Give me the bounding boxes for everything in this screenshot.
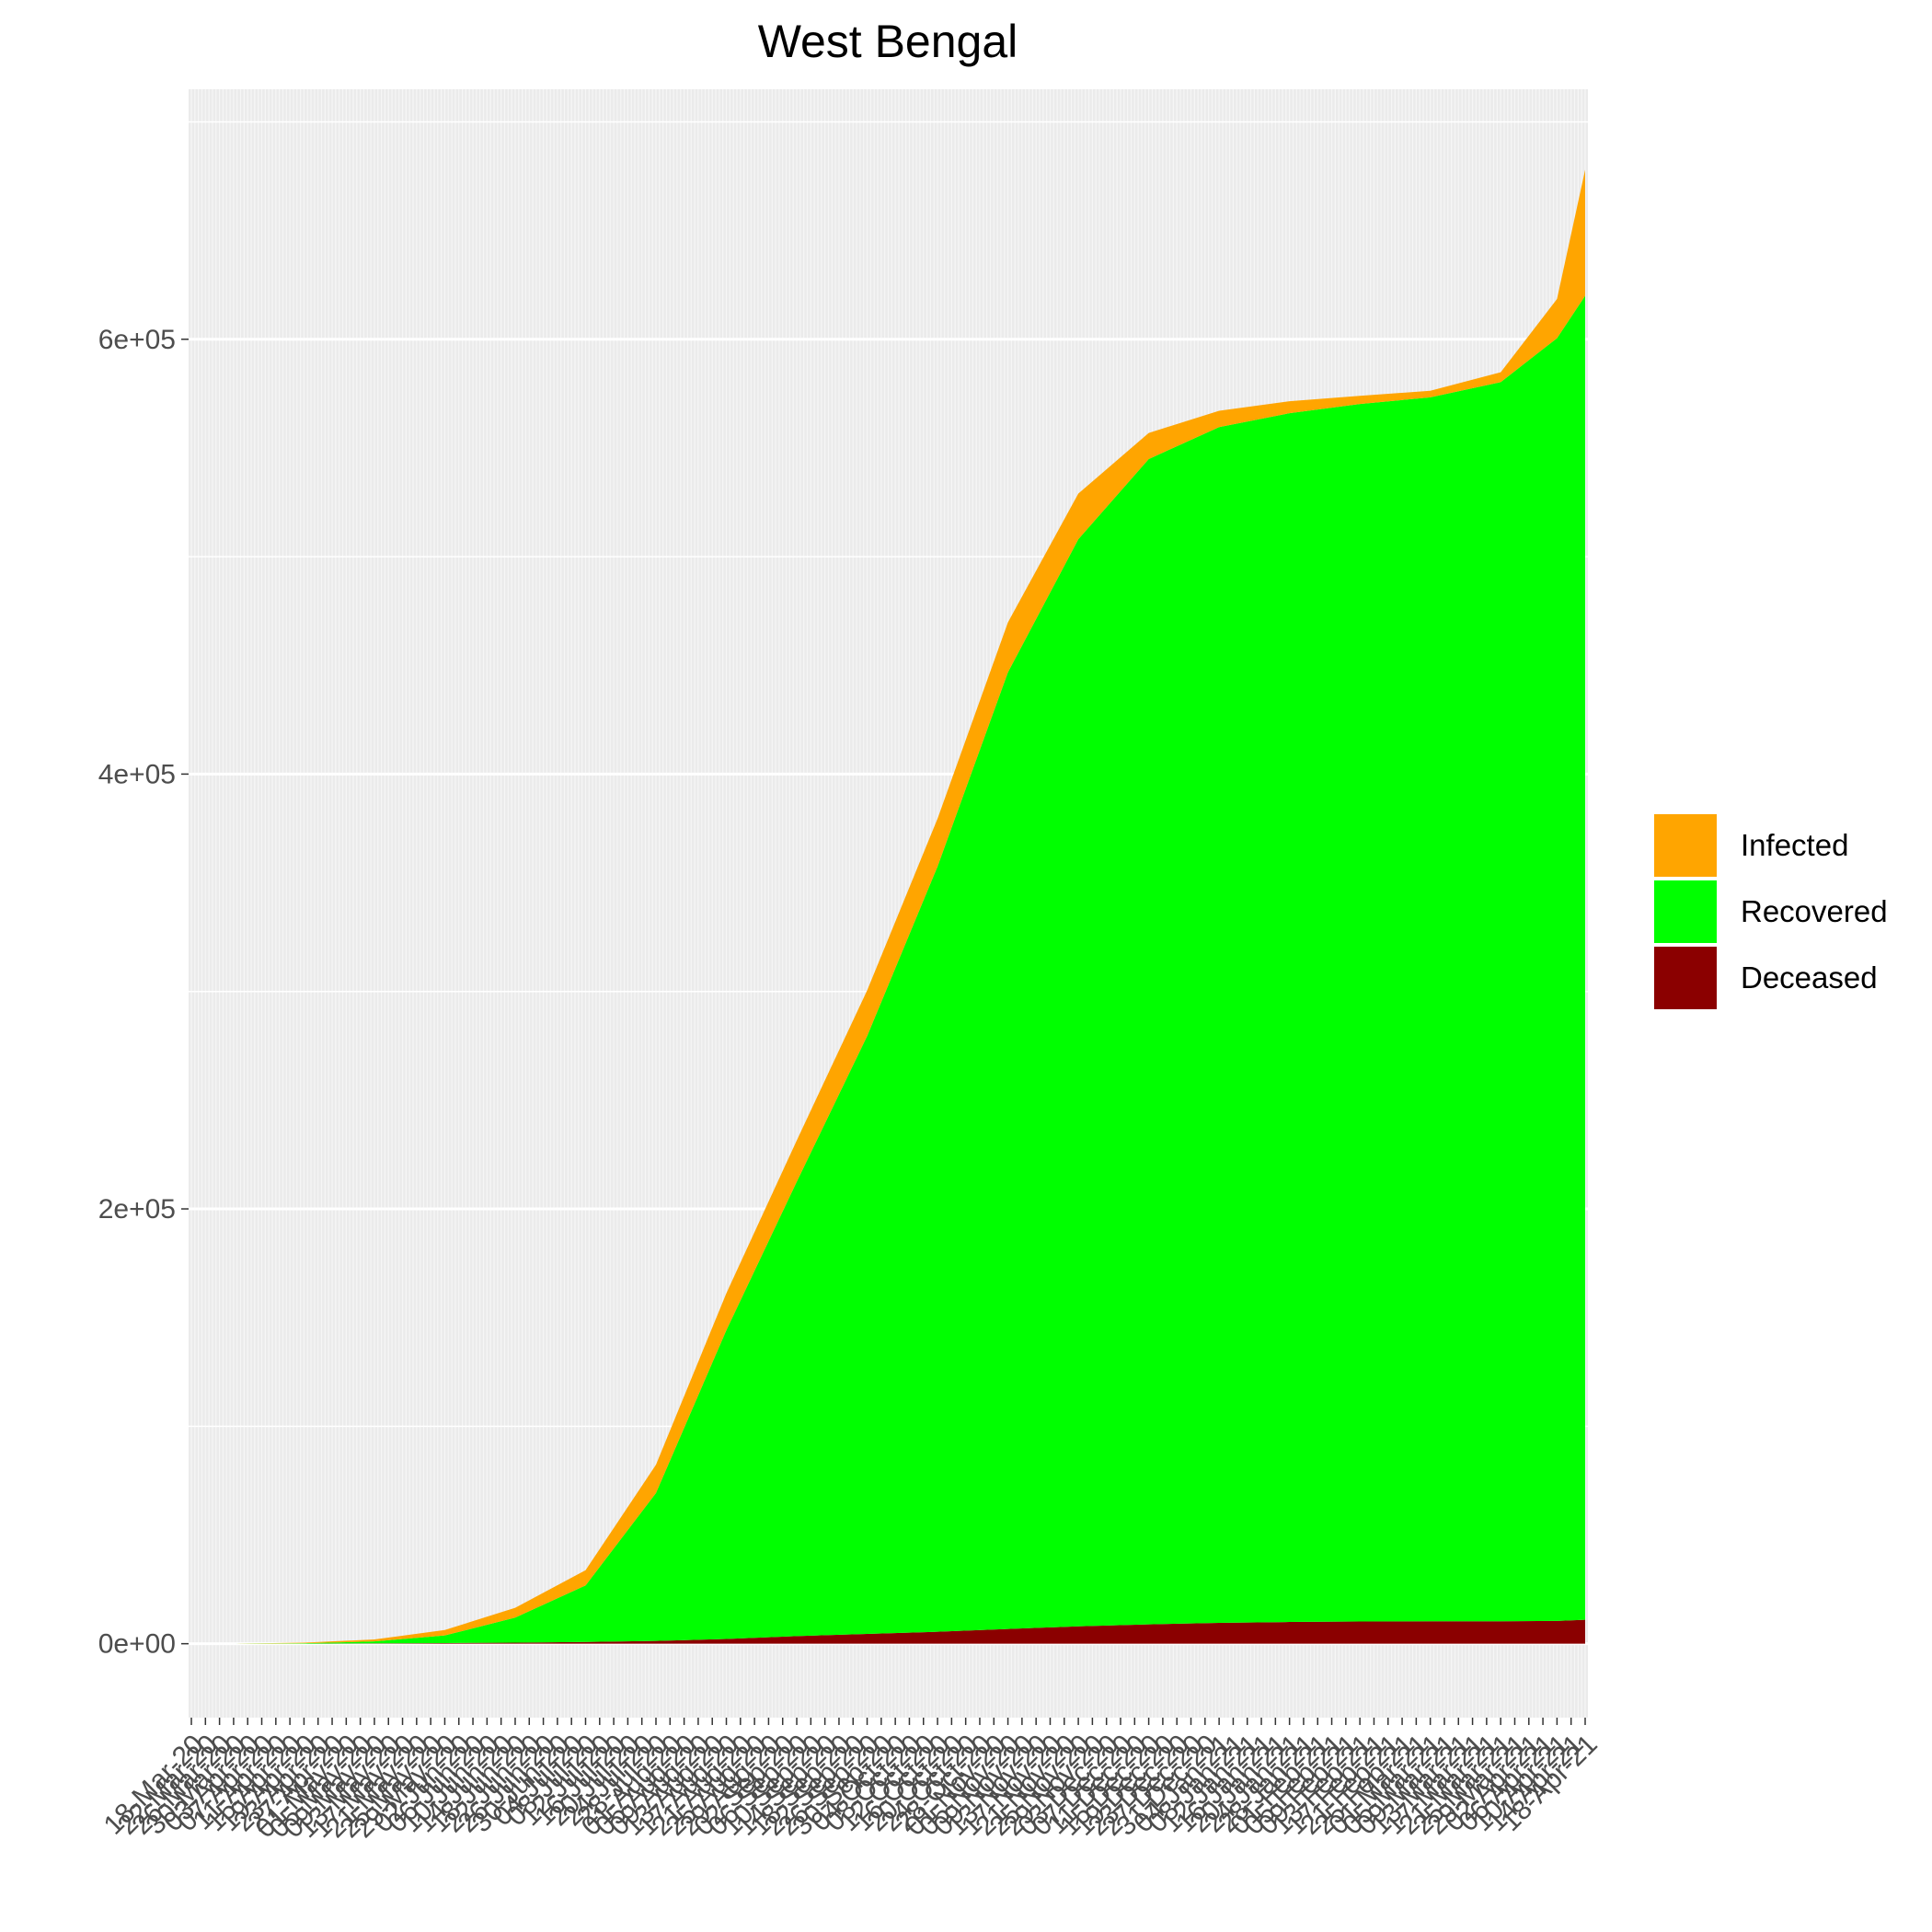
area-deceased (191, 1619, 1585, 1644)
y-tick-label: 4e+05 (98, 759, 176, 789)
legend-swatch-deceased (1652, 945, 1719, 1011)
chart-title: West Bengal (758, 16, 1018, 67)
stacked-areas (191, 169, 1585, 1644)
legend: Infected Recovered Deceased (1652, 812, 1888, 1011)
y-tick-label: 2e+05 (98, 1194, 176, 1225)
legend-label-recovered: Recovered (1741, 894, 1888, 928)
y-tick-label: 6e+05 (98, 325, 176, 355)
y-axis: 0e+00 2e+05 4e+05 6e+05 (98, 325, 189, 1660)
legend-swatch-recovered (1652, 879, 1719, 945)
legend-label-infected: Infected (1741, 828, 1848, 862)
legend-label-deceased: Deceased (1741, 960, 1878, 995)
legend-swatch-infected (1652, 812, 1719, 879)
y-tick-label: 0e+00 (98, 1629, 176, 1660)
area-recovered (191, 295, 1585, 1644)
x-axis: 18-Mar-2022-Mar-2026-Mar-2030-Mar-2003-A… (98, 1718, 1604, 1844)
